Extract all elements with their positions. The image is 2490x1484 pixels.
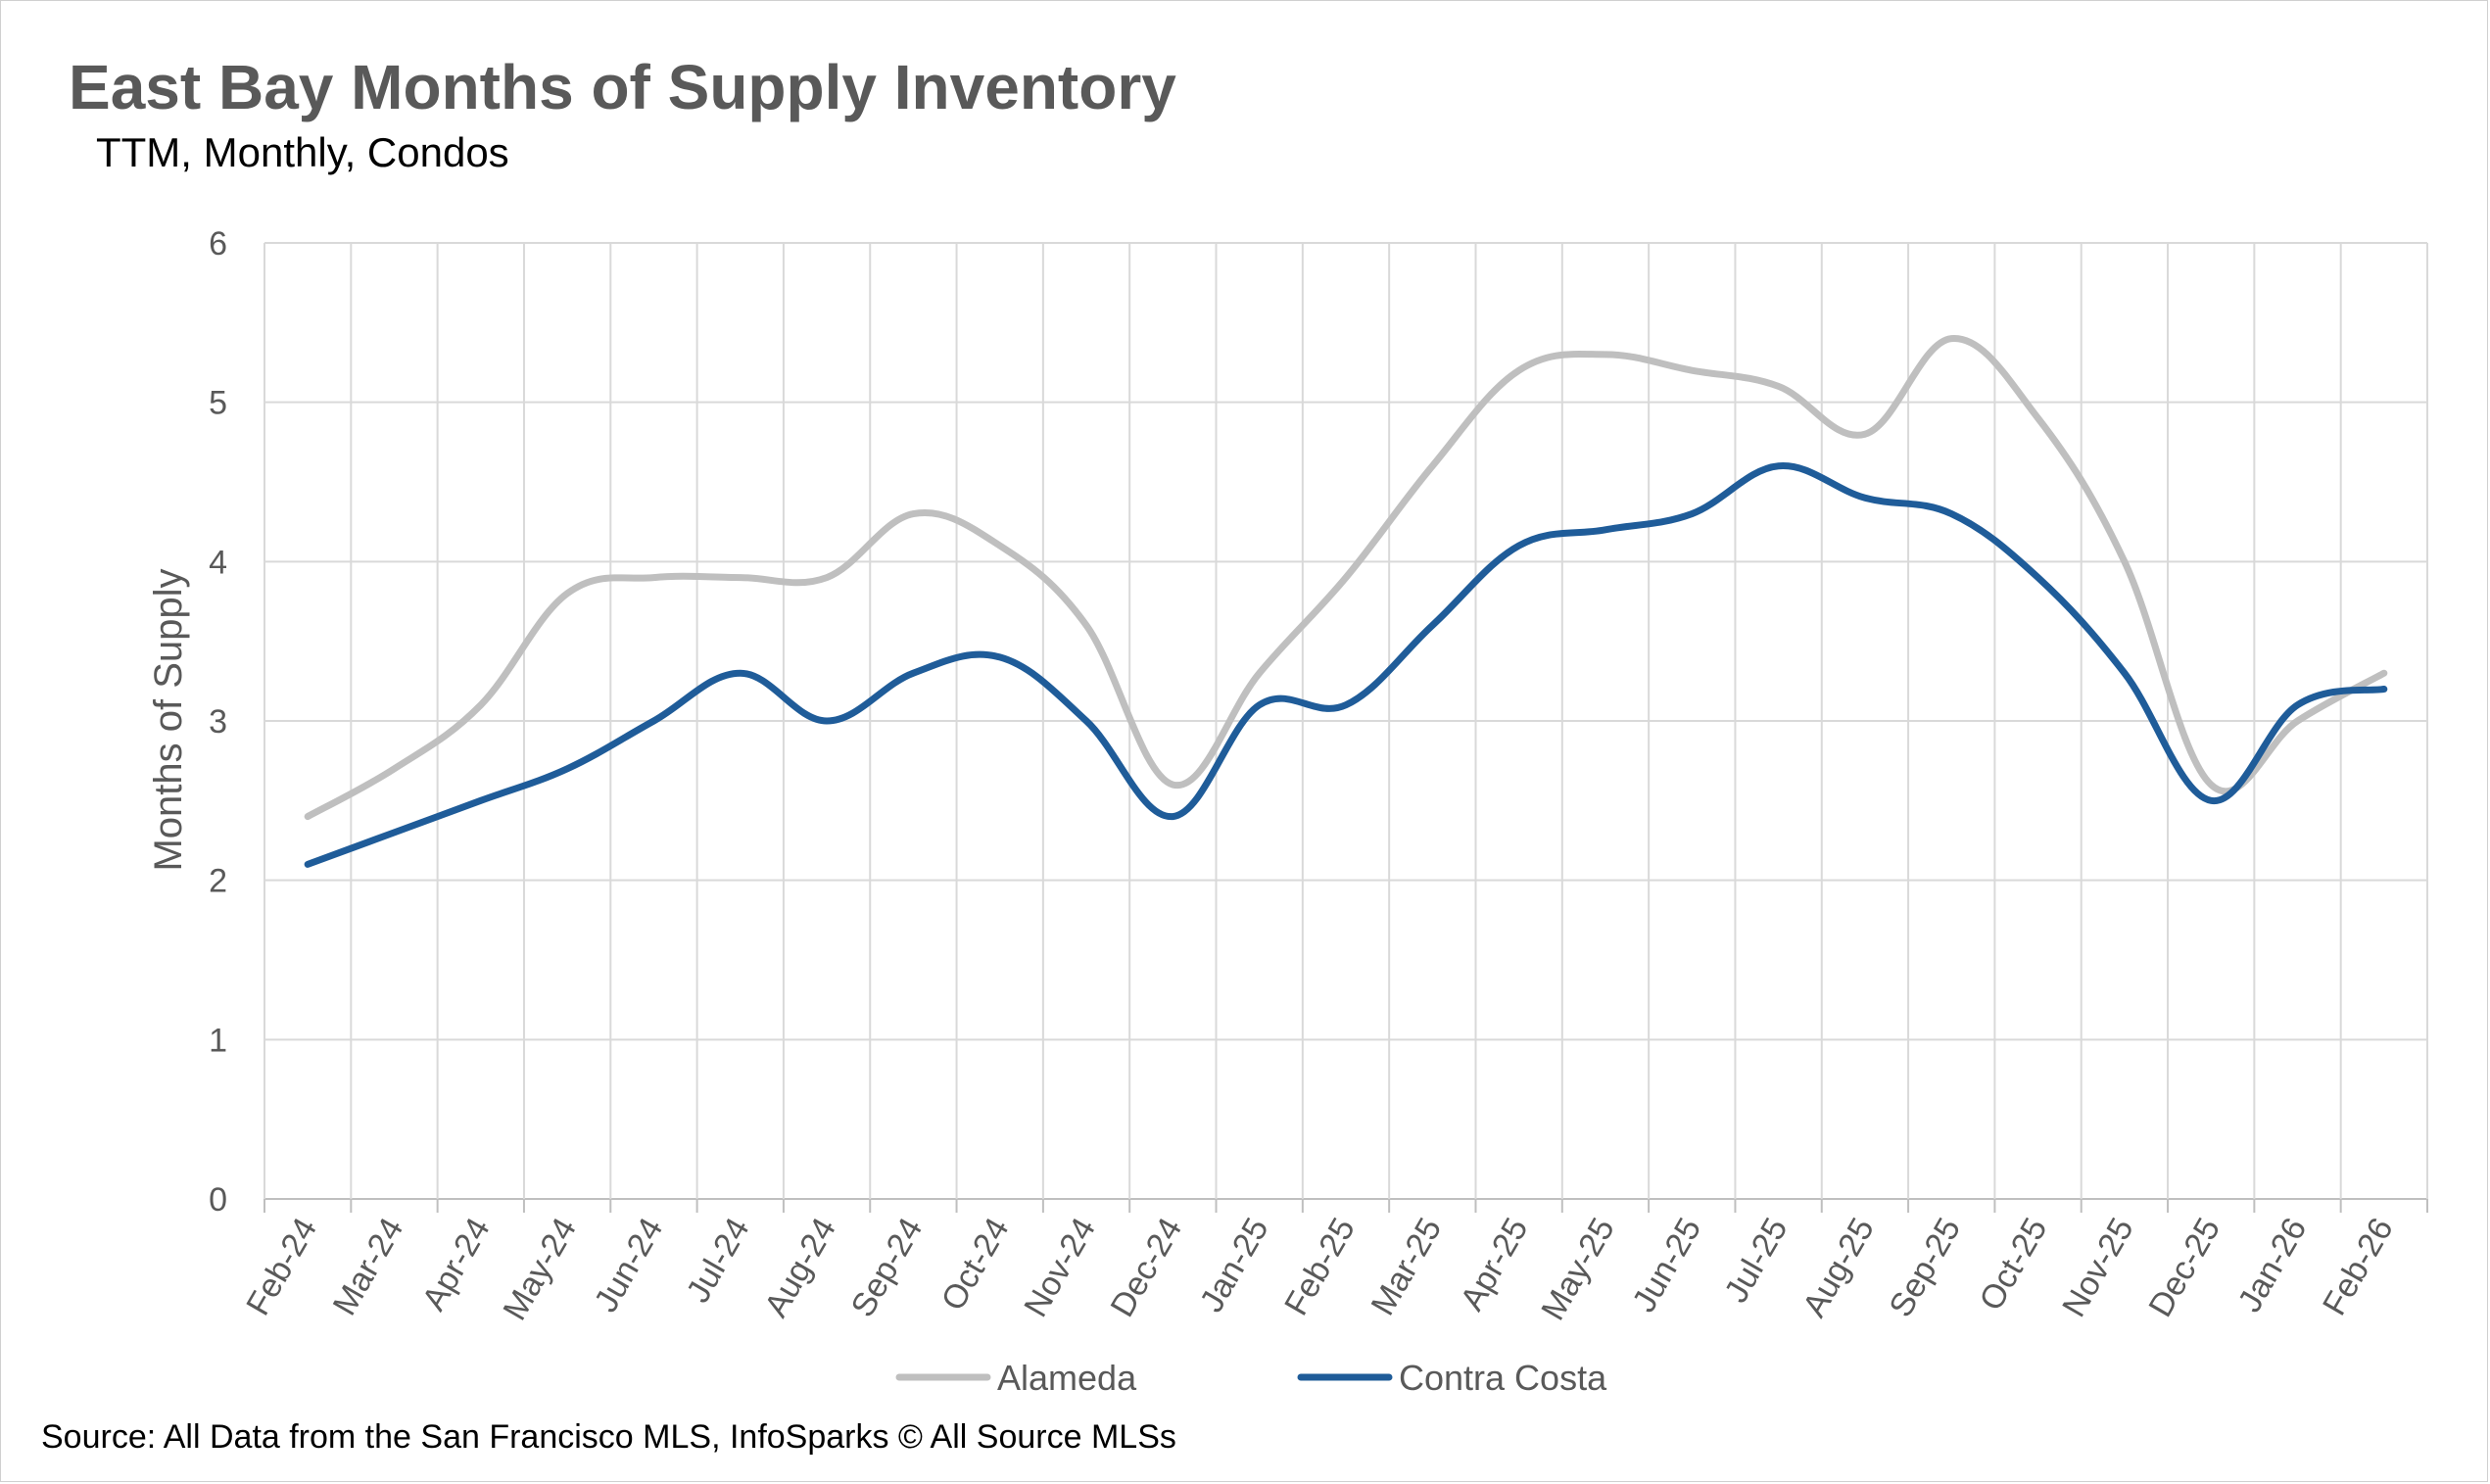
x-tick-label: May-24: [496, 1212, 584, 1326]
x-tick-label: Nov-25: [2055, 1212, 2141, 1323]
x-tick-label: Apr-25: [1454, 1212, 1536, 1316]
x-tick-label: Jan-25: [1193, 1212, 1276, 1318]
x-tick-label: Aug-25: [1796, 1212, 1882, 1323]
y-tick-label: 4: [209, 544, 227, 581]
x-tick-label: Feb-26: [2316, 1212, 2401, 1321]
series-lines: [304, 335, 2388, 868]
x-tick-label: Sep-24: [844, 1212, 931, 1323]
x-tick-label: Apr-24: [415, 1212, 498, 1316]
x-tick-label: Oct-24: [934, 1212, 1017, 1316]
y-tick-label: 2: [209, 863, 227, 900]
grid-lines: [263, 242, 2428, 1213]
x-tick-label: Dec-24: [1104, 1212, 1190, 1323]
x-tick-label: Aug-24: [757, 1212, 843, 1323]
y-axis-ticks: 0 1 2 3 4 5 6: [209, 225, 227, 1219]
y-tick-label: 5: [209, 385, 227, 422]
x-tick-label: Jan-26: [2231, 1212, 2315, 1318]
y-axis-title: Months of Supply: [147, 568, 190, 871]
x-tick-label: Feb-25: [1277, 1212, 1363, 1321]
x-tick-label: Jun-25: [1625, 1212, 1708, 1318]
x-tick-label: Jun-24: [587, 1212, 670, 1318]
x-tick-label: May-25: [1534, 1212, 1622, 1326]
x-tick-label: Jul-24: [679, 1212, 756, 1309]
source-note: Source: All Data from the San Francisco …: [41, 1418, 1176, 1456]
x-tick-label: Sep-25: [1882, 1212, 1968, 1323]
legend: Alameda Contra Costa: [895, 1358, 1607, 1398]
x-tick-label: Nov-24: [1017, 1212, 1103, 1323]
x-tick-label: Dec-25: [2141, 1212, 2227, 1323]
x-tick-label: Mar-24: [326, 1212, 411, 1321]
legend-label-contra-costa: Contra Costa: [1399, 1358, 1607, 1398]
series-line-contra-costa: [304, 462, 2388, 868]
chart-title: East Bay Months of Supply Inventory: [69, 52, 1176, 122]
y-tick-label: 6: [209, 225, 227, 263]
series-line-alameda: [304, 335, 2388, 821]
x-tick-label: Feb-24: [239, 1212, 324, 1321]
chart-subtitle: TTM, Monthly, Condos: [96, 129, 509, 175]
x-tick-label: Oct-25: [1973, 1212, 2055, 1316]
y-tick-label: 3: [209, 703, 227, 741]
x-tick-label: Jul-25: [1717, 1212, 1795, 1309]
y-tick-label: 1: [209, 1022, 227, 1059]
y-tick-label: 0: [209, 1181, 227, 1219]
x-tick-label: Mar-25: [1364, 1212, 1449, 1321]
legend-label-alameda: Alameda: [997, 1358, 1137, 1398]
